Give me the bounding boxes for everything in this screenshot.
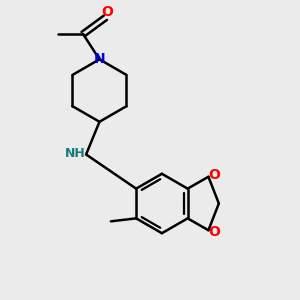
Text: O: O — [208, 225, 220, 239]
Text: NH: NH — [65, 147, 86, 161]
Text: O: O — [208, 168, 220, 182]
Text: N: N — [94, 52, 105, 66]
Text: O: O — [101, 5, 113, 20]
